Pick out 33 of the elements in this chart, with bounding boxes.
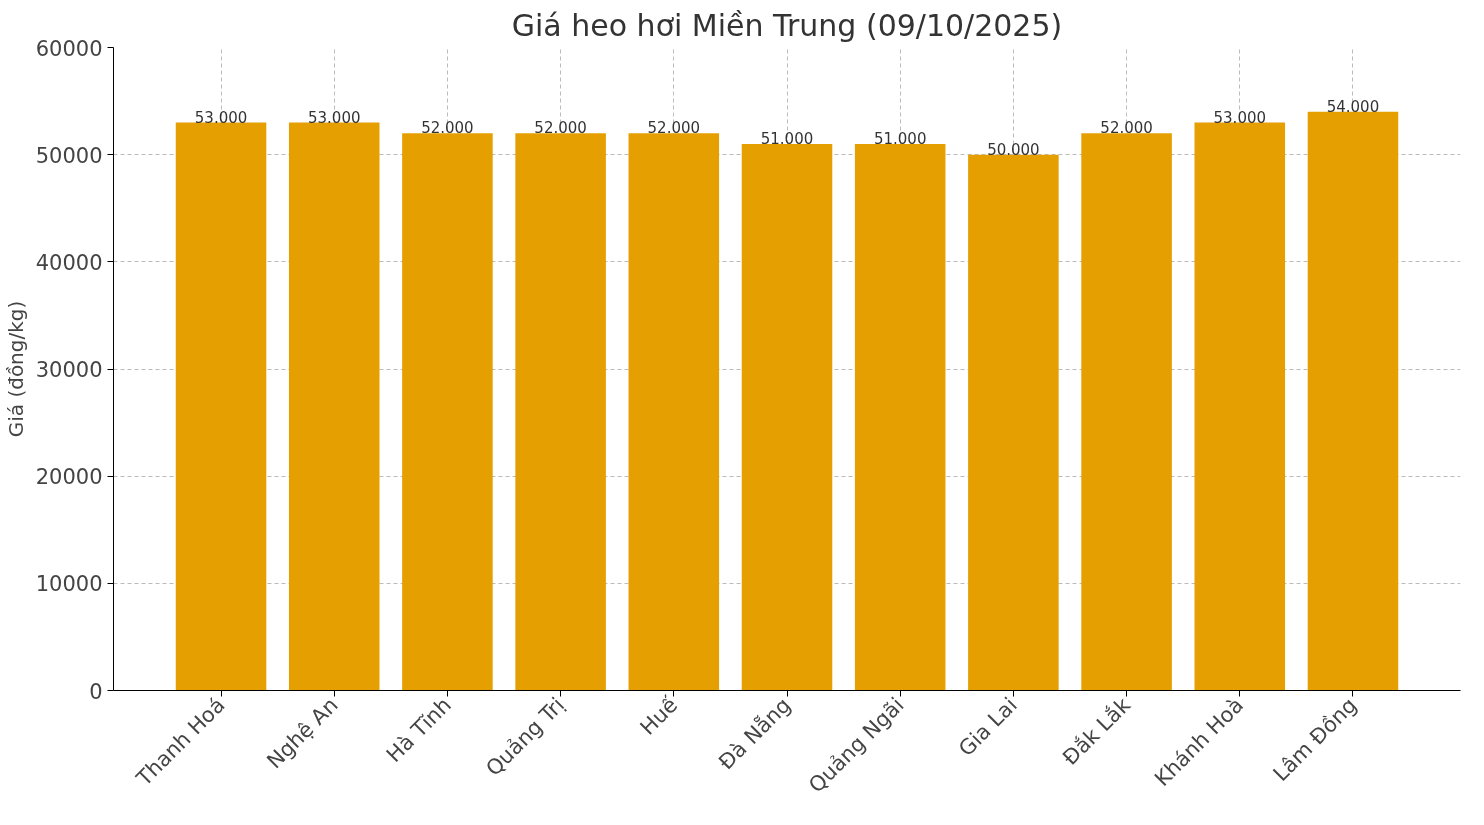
y-tick-label: 20000: [35, 465, 103, 490]
bar: [1307, 111, 1399, 691]
bar: [854, 143, 946, 691]
data-label: 51.000: [873, 129, 927, 148]
bar: [402, 133, 493, 691]
bar: [1194, 122, 1286, 691]
data-label: 54.000: [1326, 97, 1380, 116]
data-label: 52.000: [534, 119, 587, 138]
data-label: 52.000: [647, 119, 701, 138]
y-tick-label: 40000: [35, 250, 103, 275]
y-tick-label: 30000: [35, 358, 103, 382]
bar: [175, 122, 267, 691]
bar: [515, 133, 606, 691]
data-label: 51.000: [760, 129, 814, 148]
y-tick-label: 0: [89, 679, 103, 704]
data-label: 52.000: [421, 119, 474, 138]
bar: [1081, 133, 1172, 691]
bar: [628, 133, 720, 691]
y-tick-label: 10000: [35, 572, 103, 597]
y-tick-label: 50000: [35, 143, 103, 168]
bar: [968, 154, 1059, 691]
chart-title: Giá heo hơi Miền Trung (09/10/2025): [511, 7, 1063, 43]
x-tick-label: Hà Tĩnh: [381, 693, 456, 767]
x-tick-label: Gia Lai: [953, 693, 1022, 761]
y-tick-label: 60000: [35, 36, 103, 61]
y-axis-title: Giá (đồng/kg): [3, 300, 28, 438]
data-label: 50.000: [987, 140, 1040, 159]
data-label: 52.000: [1100, 119, 1153, 138]
bar: [288, 122, 380, 691]
data-label: 53.000: [307, 108, 361, 127]
data-label: 53.000: [194, 108, 248, 127]
bar: [741, 143, 833, 691]
data-label: 53.000: [1213, 108, 1267, 127]
